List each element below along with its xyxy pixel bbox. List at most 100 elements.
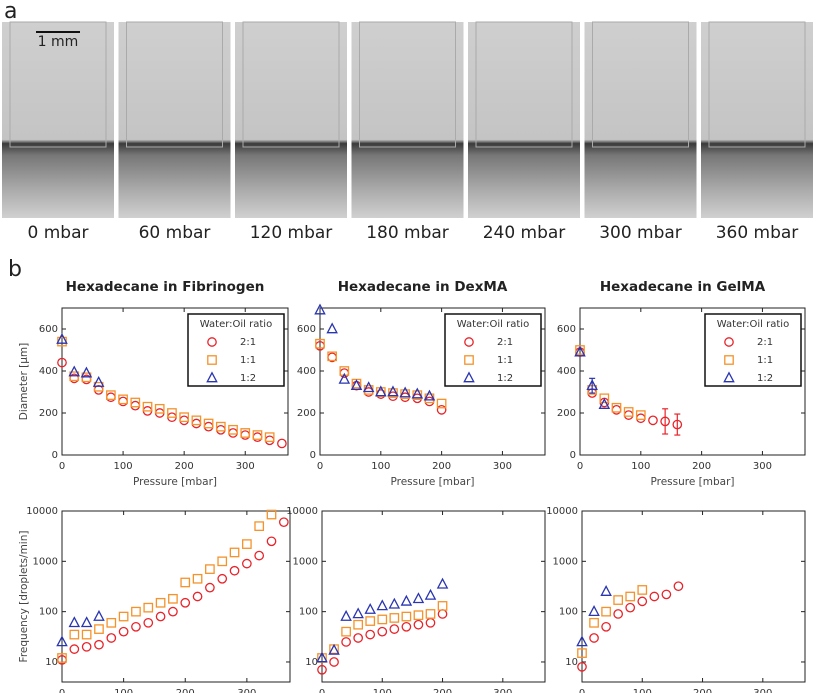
marker <box>599 393 610 404</box>
marker <box>68 365 80 377</box>
marker <box>57 357 67 368</box>
marker <box>613 595 624 605</box>
marker <box>264 435 275 446</box>
marker <box>400 594 413 606</box>
x-tick-label: 0 <box>59 688 65 693</box>
marker <box>252 430 263 440</box>
x-tick-label: 0 <box>579 688 585 693</box>
plot-frame <box>61 307 289 456</box>
x-tick-label: 200 <box>433 688 452 693</box>
y-tick-label: 10000 <box>26 506 58 517</box>
marker <box>352 607 364 619</box>
marker <box>179 412 190 423</box>
marker <box>437 609 448 619</box>
y-tick-label: 1000 <box>553 556 578 567</box>
y-tick-label: 1000 <box>293 556 318 567</box>
channel <box>359 21 456 148</box>
legend-label: 2:1 <box>497 337 513 348</box>
panel-label: b <box>8 257 22 282</box>
marker <box>389 613 400 623</box>
marker <box>215 424 226 435</box>
x-tick-label: 100 <box>631 461 650 472</box>
marker <box>353 633 364 643</box>
marker <box>118 611 129 622</box>
marker <box>672 419 683 430</box>
marker <box>424 396 435 407</box>
marker <box>80 366 93 378</box>
marker <box>436 404 447 415</box>
marker <box>92 375 105 387</box>
marker <box>242 558 252 569</box>
marker <box>401 621 412 632</box>
legend-label: 1:1 <box>757 355 773 366</box>
marker <box>577 662 587 672</box>
legend-label: 2:1 <box>240 337 256 348</box>
marker <box>69 629 80 640</box>
y-tick-label: 1000 <box>33 556 58 567</box>
marker <box>242 539 252 549</box>
marker <box>56 332 68 344</box>
photo <box>468 22 580 218</box>
marker <box>142 401 153 412</box>
marker <box>436 577 449 589</box>
marker <box>401 611 412 622</box>
x-tick-label: 0 <box>577 461 583 472</box>
marker <box>215 421 226 432</box>
x-tick-label: 300 <box>493 688 512 693</box>
x-tick-label: 100 <box>633 688 652 693</box>
plot-frame <box>61 510 291 683</box>
chart-title: Hexadecane in Fibrinogen <box>66 279 265 295</box>
legend-marker <box>463 371 475 383</box>
chart-title: Hexadecane in DexMA <box>338 279 508 295</box>
legend-title: Water:Oil ratio <box>200 319 272 330</box>
error-bar <box>662 408 669 435</box>
y-tick-label: 10 <box>565 657 578 668</box>
marker <box>154 403 165 414</box>
x-tick-label: 0 <box>319 688 325 693</box>
legend-marker <box>724 337 734 347</box>
y-tick-label: 10 <box>45 657 58 668</box>
caption: 120 mbar <box>250 223 333 243</box>
marker <box>399 386 411 398</box>
marker <box>326 322 338 334</box>
caption: 60 mbar <box>139 223 211 243</box>
plot-frame <box>579 307 806 456</box>
marker <box>576 635 588 647</box>
marker <box>436 398 447 409</box>
marker <box>589 633 599 643</box>
x-tick-label: 100 <box>114 461 133 472</box>
marker <box>143 602 154 613</box>
legend-title: Water:Oil ratio <box>717 319 789 330</box>
marker <box>425 617 436 628</box>
error-bar <box>674 413 681 436</box>
marker <box>155 611 166 622</box>
marker <box>413 619 424 630</box>
marker <box>589 617 599 628</box>
scale-bar-label: 1 mm <box>38 34 79 50</box>
marker <box>192 591 203 602</box>
marker <box>340 609 352 621</box>
marker <box>350 379 363 391</box>
legend-label: 2:1 <box>757 337 773 348</box>
photo <box>584 22 697 218</box>
x-tick-label: 300 <box>753 461 772 472</box>
marker <box>362 381 375 393</box>
marker <box>93 385 104 395</box>
marker <box>277 438 287 449</box>
y-tick-label: 10000 <box>286 506 318 517</box>
marker <box>353 619 364 630</box>
marker <box>588 605 600 616</box>
y-tick-label: 0 <box>52 450 58 461</box>
photo <box>2 22 114 218</box>
x-tick-label: 200 <box>692 461 711 472</box>
caption: 300 mbar <box>599 223 682 243</box>
marker <box>106 390 116 401</box>
marker <box>411 387 424 399</box>
marker <box>81 641 92 652</box>
marker <box>228 424 238 435</box>
caption: 240 mbar <box>483 223 566 243</box>
marker <box>266 536 277 547</box>
y-tick-label: 200 <box>557 408 576 419</box>
marker <box>637 585 648 595</box>
